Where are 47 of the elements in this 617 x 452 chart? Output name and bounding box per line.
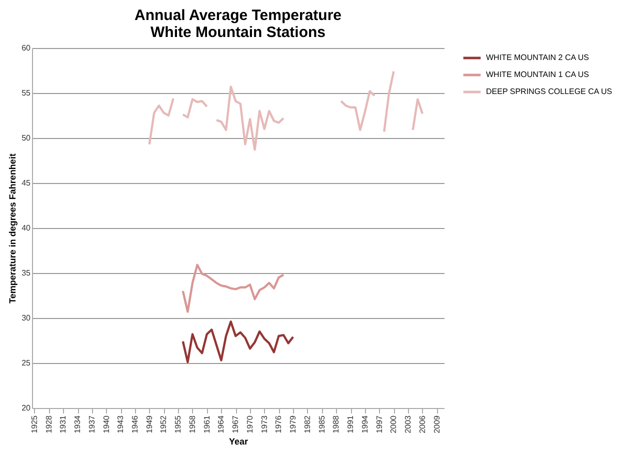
x-tick-label: 2003 [404,414,413,434]
x-tick-label: 1928 [44,414,54,434]
text: White Mountain Stations [150,24,326,41]
x-axis-title: Year [228,436,248,446]
x-tick-label: 1964 [216,414,226,434]
x-tick-label: 2000 [389,414,398,434]
x-tick-label: 1937 [87,414,96,434]
x-tick-label: 1952 [159,414,168,434]
y-tick-label: 50 [22,134,32,142]
x-tick-label: 1958 [188,414,197,434]
x-tick-label: 1979 [288,414,298,434]
y-tick-label: 40 [22,224,32,232]
x-tick-label: 2009 [432,414,442,434]
y-tick-label: 30 [22,314,32,322]
x-tick-label: 1991 [346,414,356,434]
y-tick-label: 20 [22,404,32,412]
x-tick-label: 1982 [302,414,312,434]
x-tick-label: 1997 [374,414,384,434]
x-tick-label: 1949 [144,414,154,434]
y-axis-title: Temperature in degrees Fahrenheit [8,154,18,304]
y-tick-label: 25 [22,358,32,368]
legend-label: WHITE MOUNTAIN 1 CA US [486,70,589,79]
x-tick-label: 1970 [245,414,254,434]
x-tick-label: 1943 [116,414,126,434]
line-series [182,320,294,364]
x-tick-label: 1976 [274,414,284,434]
x-tick-label: 1988 [332,414,341,434]
x-tick-label: 1961 [202,414,212,434]
y-tick-label: 45 [22,178,32,188]
x-tick-label: 1973 [260,414,269,434]
x-tick-label: 2006 [418,414,427,434]
y-tick-label: 35 [22,268,32,278]
x-tick-label: 1940 [102,414,111,434]
y-tick-label: 55 [22,88,32,98]
legend-label: DEEP SPRINGS COLLEGE CA US [486,87,612,96]
x-tick-label: 1925 [30,414,39,434]
x-tick-label: 1955 [174,414,183,434]
text: Annual Average Temperature [134,7,342,24]
x-tick-label: 1994 [360,414,370,434]
legend-label: WHITE MOUNTAIN 2 CA US [486,53,589,62]
x-tick-label: 1967 [231,414,240,434]
line-series [182,264,285,313]
y-tick-label: 60 [22,44,32,52]
x-tick-label: 1946 [130,414,140,434]
x-tick-label: 1934 [73,414,82,434]
x-tick-label: 1931 [58,414,68,434]
x-tick-label: 1985 [317,414,326,434]
